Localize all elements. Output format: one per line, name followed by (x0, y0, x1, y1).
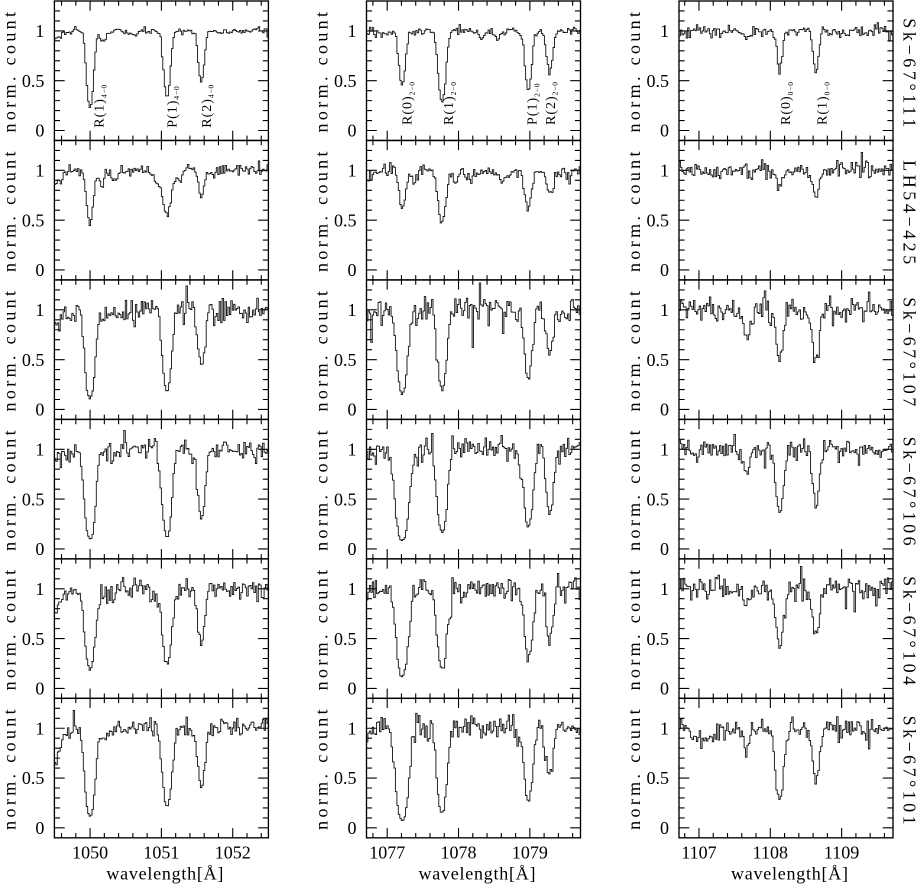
svg-text:1: 1 (35, 161, 44, 181)
svg-text:norm. count: norm. count (311, 151, 331, 272)
svg-text:norm. count: norm. count (0, 151, 19, 272)
svg-text:1: 1 (348, 579, 357, 599)
svg-text:norm. count: norm. count (0, 291, 19, 412)
svg-text:1: 1 (660, 300, 669, 320)
svg-text:1: 1 (35, 718, 44, 738)
svg-text:0: 0 (348, 260, 357, 280)
svg-text:norm. count: norm. count (0, 709, 19, 830)
svg-text:1108: 1108 (753, 843, 788, 863)
svg-text:norm. count: norm. count (0, 430, 19, 551)
svg-text:0.5: 0.5 (647, 629, 670, 649)
svg-text:0: 0 (660, 818, 669, 838)
svg-text:norm. count: norm. count (624, 430, 644, 550)
svg-text:norm. count: norm. count (624, 291, 644, 412)
svg-text:0.5: 0.5 (22, 768, 45, 788)
svg-text:0.5: 0.5 (334, 768, 357, 788)
svg-text:0.5: 0.5 (22, 350, 45, 370)
svg-text:0: 0 (660, 260, 669, 280)
svg-text:0.5: 0.5 (647, 768, 670, 788)
svg-text:1107: 1107 (681, 843, 716, 863)
svg-text:0.5: 0.5 (334, 210, 357, 230)
svg-text:1: 1 (35, 21, 44, 41)
svg-text:0.5: 0.5 (647, 71, 670, 91)
svg-text:0.5: 0.5 (22, 71, 45, 91)
svg-text:0: 0 (660, 539, 669, 559)
svg-text:norm. count: norm. count (311, 430, 331, 550)
svg-text:1050: 1050 (72, 843, 108, 863)
svg-text:0: 0 (660, 121, 669, 141)
svg-text:0.5: 0.5 (647, 210, 670, 230)
svg-text:0.5: 0.5 (647, 350, 670, 370)
svg-text:wavelength[Å]: wavelength[Å] (106, 864, 223, 884)
svg-text:norm. count: norm. count (624, 709, 644, 830)
svg-text:norm. count: norm. count (311, 709, 331, 830)
svg-text:0: 0 (35, 260, 44, 280)
svg-text:Sk−67°106: Sk−67°106 (899, 437, 919, 546)
svg-text:0: 0 (35, 400, 44, 420)
svg-text:LH54−425: LH54−425 (899, 160, 919, 264)
svg-text:norm. count: norm. count (311, 291, 331, 412)
svg-text:0: 0 (35, 818, 44, 838)
svg-text:norm. count: norm. count (311, 12, 331, 133)
svg-text:0.5: 0.5 (334, 71, 357, 91)
svg-text:wavelength[Å]: wavelength[Å] (731, 864, 848, 884)
svg-text:norm. count: norm. count (624, 151, 644, 272)
svg-text:0: 0 (35, 679, 44, 699)
svg-text:1: 1 (660, 579, 669, 599)
svg-text:1051: 1051 (143, 843, 179, 863)
svg-text:1: 1 (660, 440, 669, 460)
svg-text:Sk−67°107: Sk−67°107 (899, 297, 919, 406)
svg-text:1078: 1078 (441, 843, 477, 863)
svg-text:0: 0 (660, 679, 669, 699)
svg-text:1: 1 (660, 161, 669, 181)
svg-text:norm. count: norm. count (624, 12, 644, 133)
svg-text:0: 0 (348, 679, 357, 699)
svg-text:1: 1 (35, 300, 44, 320)
svg-text:norm. count: norm. count (0, 570, 19, 691)
svg-text:1: 1 (660, 718, 669, 738)
svg-text:1: 1 (348, 718, 357, 738)
svg-text:0.5: 0.5 (334, 489, 357, 509)
svg-text:1079: 1079 (512, 843, 548, 863)
svg-text:1077: 1077 (369, 843, 405, 863)
svg-text:1: 1 (660, 21, 669, 41)
svg-text:0: 0 (348, 818, 357, 838)
svg-text:1109: 1109 (824, 843, 859, 863)
svg-text:0.5: 0.5 (22, 629, 45, 649)
svg-text:1: 1 (35, 579, 44, 599)
svg-text:1: 1 (35, 440, 44, 460)
svg-text:Sk−67°111: Sk−67°111 (899, 18, 919, 127)
svg-text:norm. count: norm. count (624, 570, 644, 691)
svg-text:0.5: 0.5 (334, 629, 357, 649)
svg-text:1: 1 (348, 21, 357, 41)
svg-text:1052: 1052 (215, 843, 251, 863)
svg-text:0.5: 0.5 (647, 489, 670, 509)
svg-text:norm. count: norm. count (311, 570, 331, 691)
svg-text:1: 1 (348, 161, 357, 181)
svg-text:norm. count: norm. count (0, 12, 19, 133)
svg-text:0.5: 0.5 (22, 210, 45, 230)
svg-text:wavelength[Å]: wavelength[Å] (419, 864, 536, 884)
svg-text:0.5: 0.5 (334, 350, 357, 370)
svg-text:Sk−67°104: Sk−67°104 (899, 576, 919, 685)
svg-text:Sk−67°101: Sk−67°101 (899, 716, 919, 825)
svg-text:0: 0 (348, 121, 357, 141)
svg-text:0: 0 (348, 400, 357, 420)
svg-text:0: 0 (348, 539, 357, 559)
svg-text:0: 0 (660, 400, 669, 420)
svg-text:0.5: 0.5 (22, 489, 45, 509)
svg-text:0: 0 (35, 121, 44, 141)
svg-text:1: 1 (348, 300, 357, 320)
svg-text:0: 0 (35, 539, 44, 559)
svg-text:1: 1 (348, 440, 357, 460)
